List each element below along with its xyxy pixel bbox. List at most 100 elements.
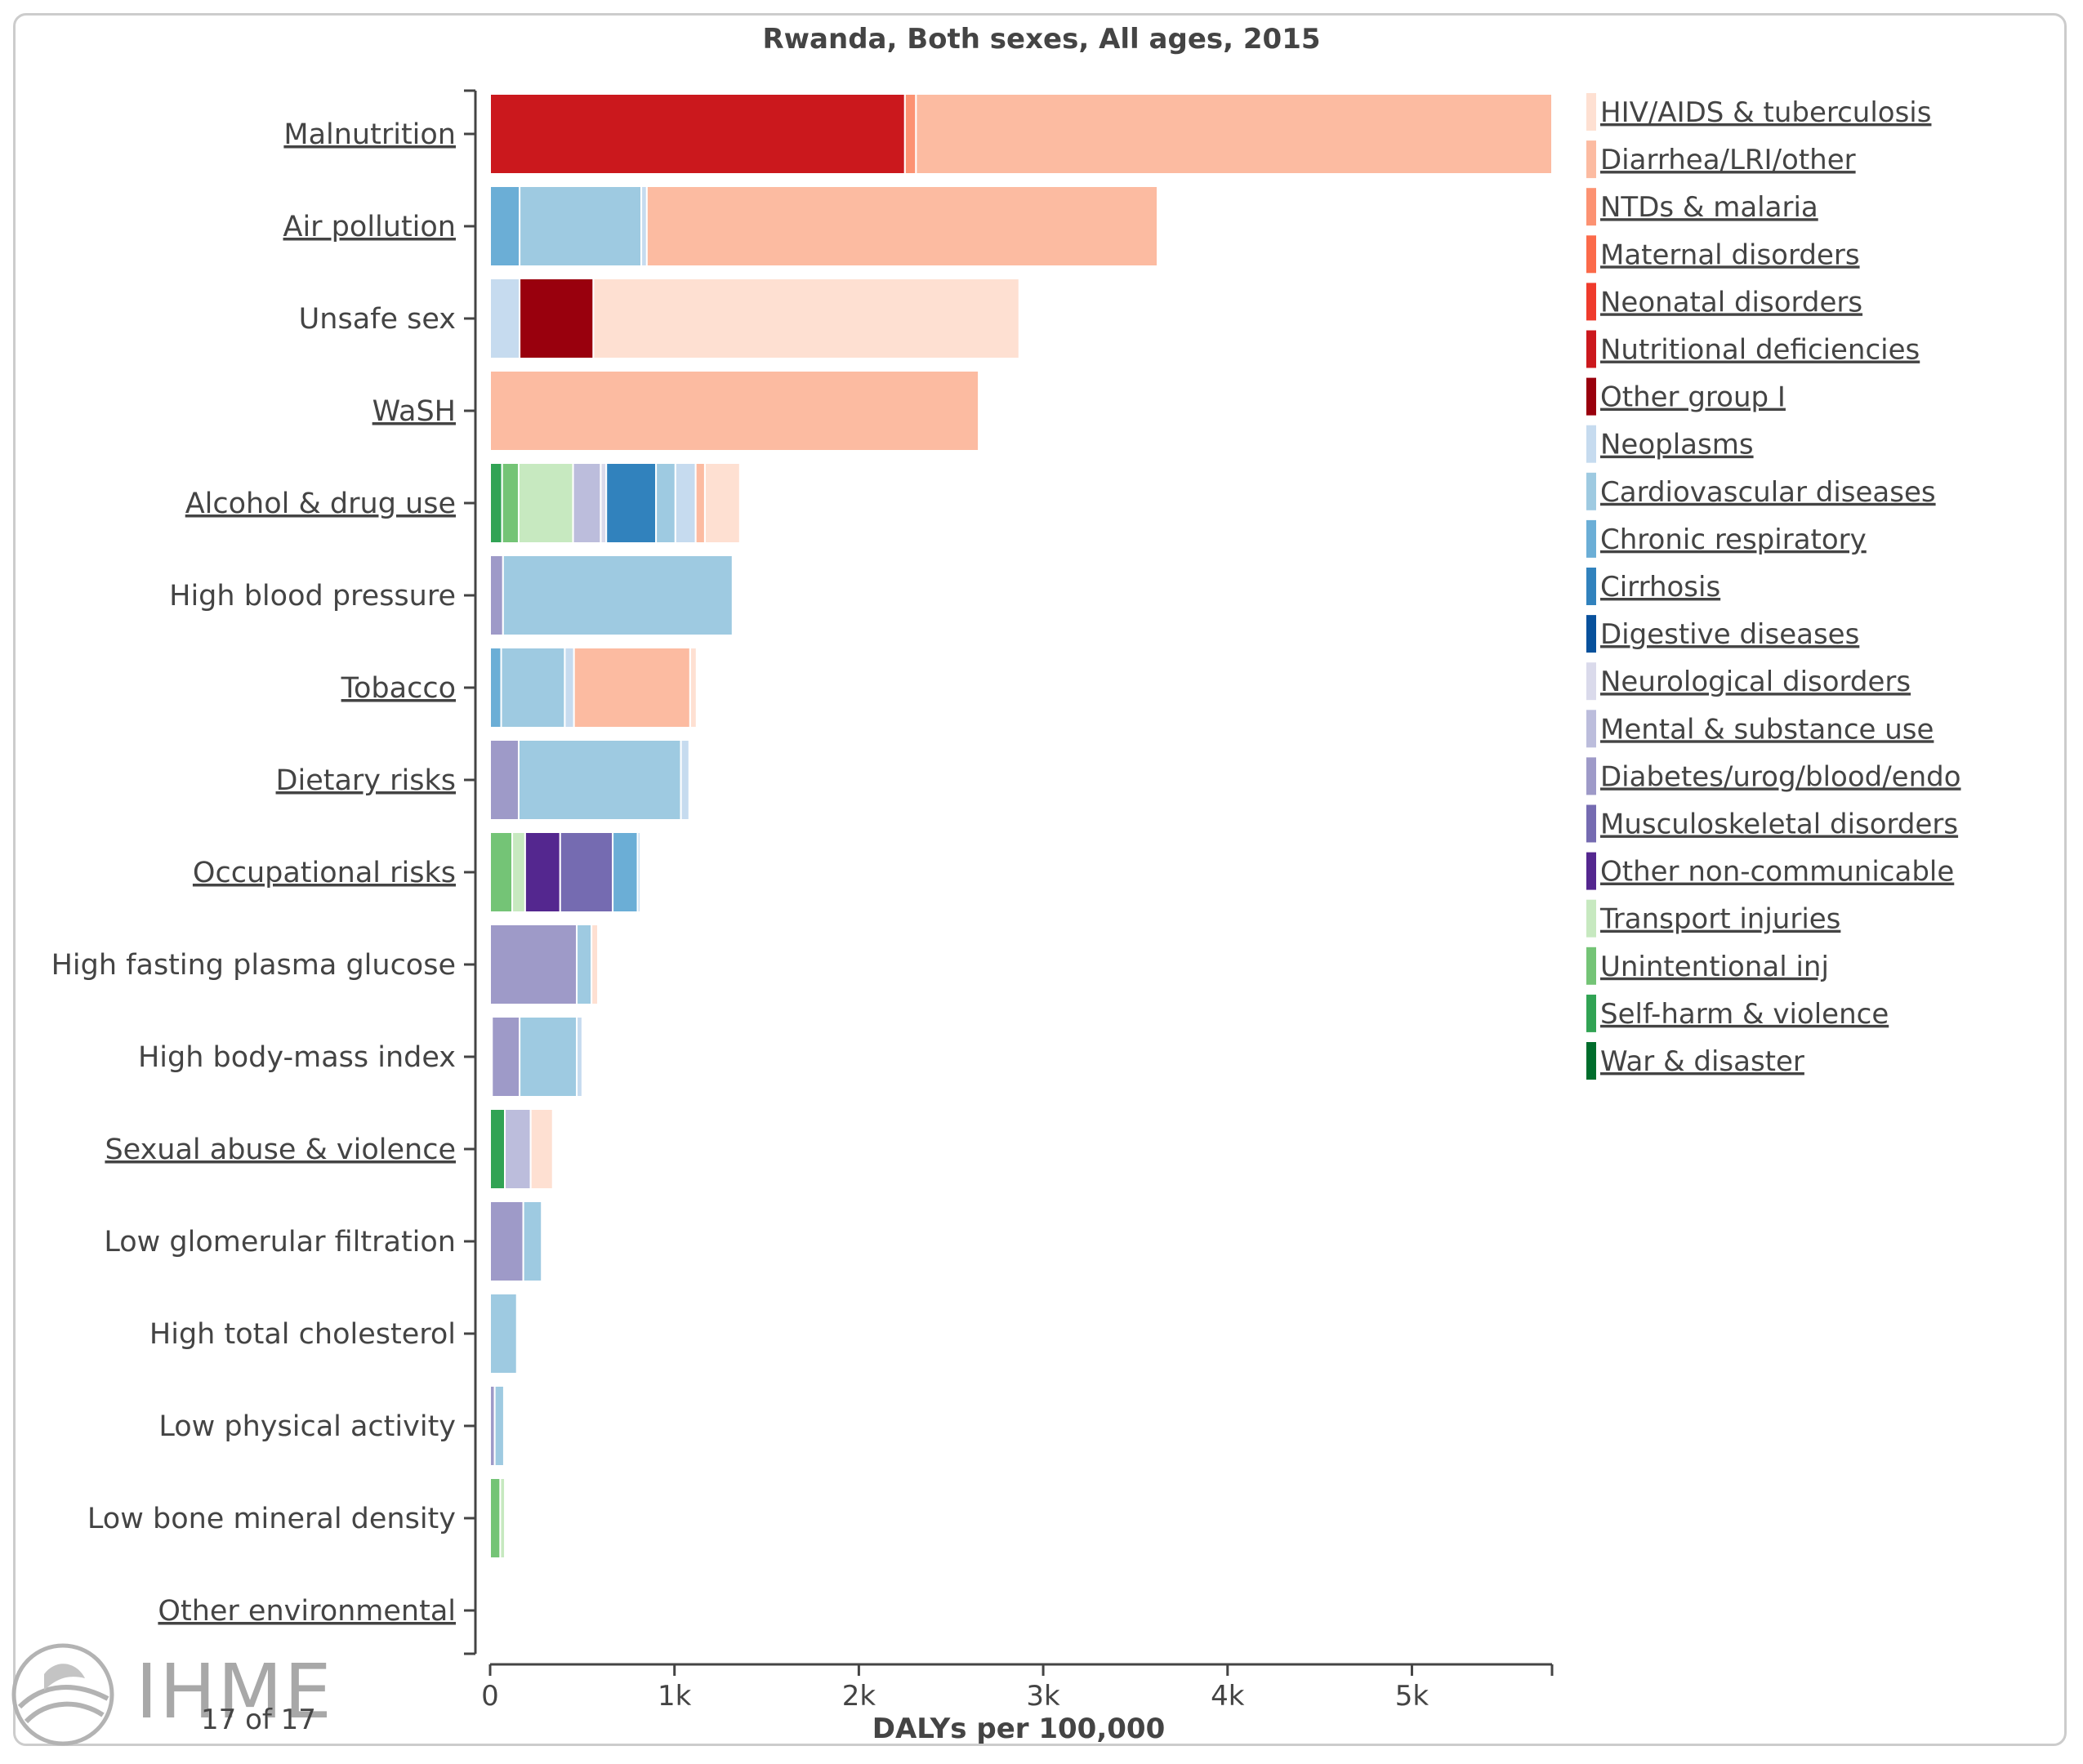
bar-segment-sexual-abuse-violence-mental-substance-use[interactable] <box>504 1108 532 1190</box>
bar-segment-occupational-risks-musculoskeletal-disorders[interactable] <box>559 831 614 913</box>
risk-label-high-fasting-plasma-glucose: High fasting plasma glucose <box>51 949 456 982</box>
legend-item-neonatal-disorders[interactable]: Neonatal disorders <box>1600 286 1862 318</box>
risk-label-wash[interactable]: WaSH <box>372 395 456 428</box>
legend-item-self-harm-violence[interactable]: Self-harm & violence <box>1600 998 1889 1031</box>
legend-item-cirrhosis[interactable]: Cirrhosis <box>1600 571 1720 604</box>
legend-swatch-unintentional-inj <box>1586 947 1596 985</box>
bar-segment-alcohol-drug-use-hiv-aids-tuberculosis[interactable] <box>703 462 741 544</box>
bar-segment-low-bone-mineral-density-unintentional-inj[interactable] <box>489 1477 502 1559</box>
bar-segment-alcohol-drug-use-mental-substance-use[interactable] <box>572 462 602 544</box>
bar-segment-alcohol-drug-use-transport-injuries[interactable] <box>517 462 574 544</box>
bar-segment-unsafe-sex-neoplasms[interactable] <box>489 278 521 359</box>
legend-item-hiv-aids-tuberculosis[interactable]: HIV/AIDS & tuberculosis <box>1600 96 1931 129</box>
risk-label-occupational-risks[interactable]: Occupational risks <box>193 857 456 889</box>
bar-segment-low-bone-mineral-density-transport-injuries[interactable] <box>499 1477 506 1559</box>
bar-segment-air-pollution-neoplasms[interactable] <box>640 185 648 267</box>
legend-item-transport-injuries[interactable]: Transport injuries <box>1599 903 1840 936</box>
bar-segment-high-blood-pressure-diabetes-urog-blood-endo[interactable] <box>489 555 504 636</box>
legend-swatch-nutritional-deficiencies <box>1586 330 1596 368</box>
risk-label-malnutrition[interactable]: Malnutrition <box>283 118 456 151</box>
bar-segment-malnutrition-ntds-malaria[interactable] <box>903 93 917 175</box>
bar-segment-occupational-risks-neoplasms[interactable] <box>636 831 641 913</box>
bar-segment-alcohol-drug-use-diarrhea-lri-other[interactable] <box>694 462 706 544</box>
bar-segment-high-body-mass-index-diabetes-urog-blood-endo[interactable] <box>491 1016 521 1098</box>
risk-label-air-pollution[interactable]: Air pollution <box>283 211 457 243</box>
bar-segment-occupational-risks-unintentional-inj[interactable] <box>489 831 514 913</box>
legend-swatch-ntds-malaria <box>1586 188 1596 226</box>
bar-segment-malnutrition-diarrhea-lri-other[interactable] <box>915 93 1553 175</box>
legend-item-musculoskeletal-disorders[interactable]: Musculoskeletal disorders <box>1600 808 1958 841</box>
legend-swatch-other-non-communicable <box>1586 852 1596 890</box>
bar-segment-alcohol-drug-use-neurological-disorders[interactable] <box>600 462 608 544</box>
bar-segment-dietary-risks-neoplasms[interactable] <box>680 739 690 821</box>
bar-segment-low-physical-activity-cardiovascular-diseases[interactable] <box>493 1385 505 1467</box>
bar-segment-wash-diarrhea-lri-other[interactable] <box>489 370 980 452</box>
legend-item-cardiovascular-diseases[interactable]: Cardiovascular diseases <box>1600 476 1936 509</box>
bar-segment-occupational-risks-other-non-communicable[interactable] <box>524 831 561 913</box>
legend-swatch-cardiovascular-diseases <box>1586 472 1596 510</box>
legend-swatch-diarrhea-lri-other <box>1586 140 1596 179</box>
bar-segment-high-blood-pressure-cardiovascular-diseases[interactable] <box>502 555 734 636</box>
risk-label-sexual-abuse-violence[interactable]: Sexual abuse & violence <box>105 1134 456 1166</box>
bar-segment-high-body-mass-index-neoplasms[interactable] <box>576 1016 583 1098</box>
legend-swatch-chronic-respiratory <box>1586 519 1596 558</box>
bar-segment-high-body-mass-index-cardiovascular-diseases[interactable] <box>519 1016 578 1098</box>
bar-segment-air-pollution-diarrhea-lri-other[interactable] <box>645 185 1159 267</box>
bar-segment-tobacco-cardiovascular-diseases[interactable] <box>500 647 566 728</box>
bar-segment-occupational-risks-chronic-respiratory[interactable] <box>612 831 639 913</box>
risk-label-alcohol-drug-use[interactable]: Alcohol & drug use <box>185 488 456 520</box>
bar-segment-alcohol-drug-use-cirrhosis[interactable] <box>605 462 658 544</box>
legend-item-mental-substance-use[interactable]: Mental & substance use <box>1600 713 1934 746</box>
bar-segment-high-fasting-plasma-glucose-cardiovascular-diseases[interactable] <box>576 924 593 1005</box>
legend-swatch-self-harm-violence <box>1586 994 1596 1032</box>
bar-segment-dietary-risks-diabetes-urog-blood-endo[interactable] <box>489 739 520 821</box>
legend-swatch-hiv-aids-tuberculosis <box>1586 93 1596 131</box>
legend-swatch-mental-substance-use <box>1586 710 1596 748</box>
legend-item-ntds-malaria[interactable]: NTDs & malaria <box>1600 191 1818 224</box>
bar-segment-tobacco-chronic-respiratory[interactable] <box>489 647 502 728</box>
bar-segment-air-pollution-cardiovascular-diseases[interactable] <box>519 185 643 267</box>
bar-segment-occupational-risks-transport-injuries[interactable] <box>511 831 526 913</box>
bar-segment-alcohol-drug-use-neoplasms[interactable] <box>674 462 697 544</box>
legend-item-neurological-disorders[interactable]: Neurological disorders <box>1600 666 1911 698</box>
bar-segment-high-fasting-plasma-glucose-diabetes-urog-blood-endo[interactable] <box>489 924 578 1005</box>
bar-segment-high-fasting-plasma-glucose-hiv-aids-tuberculosis[interactable] <box>591 924 600 1005</box>
risk-label-high-blood-pressure: High blood pressure <box>169 580 456 612</box>
legend-item-digestive-diseases[interactable]: Digestive diseases <box>1600 618 1859 651</box>
page-indicator[interactable]: 17 of 17 <box>201 1704 316 1736</box>
legend-item-war-disaster[interactable]: War & disaster <box>1600 1045 1804 1078</box>
bar-segment-alcohol-drug-use-unintentional-inj[interactable] <box>501 462 520 544</box>
ihme-logo-icon <box>11 1643 114 1746</box>
bar-segment-alcohol-drug-use-self-harm-violence[interactable] <box>489 462 503 544</box>
bar-segment-low-glomerular-filtration-cardiovascular-diseases[interactable] <box>522 1200 543 1282</box>
bar-segment-tobacco-neoplasms[interactable] <box>564 647 575 728</box>
legend-item-unintentional-inj[interactable]: Unintentional inj <box>1600 951 1829 983</box>
legend-item-diabetes-urog-blood-endo[interactable]: Diabetes/urog/blood/endo <box>1600 760 1961 793</box>
legend-item-other-group-i[interactable]: Other group I <box>1600 381 1786 414</box>
legend-item-diarrhea-lri-other[interactable]: Diarrhea/LRI/other <box>1600 144 1856 176</box>
chart-title: Rwanda, Both sexes, All ages, 2015 <box>762 23 1321 56</box>
risk-label-tobacco[interactable]: Tobacco <box>341 672 456 705</box>
legend-item-neoplasms[interactable]: Neoplasms <box>1600 429 1754 461</box>
bar-segment-sexual-abuse-violence-hiv-aids-tuberculosis[interactable] <box>529 1108 554 1190</box>
bar-segment-tobacco-hiv-aids-tuberculosis[interactable] <box>689 647 698 728</box>
bar-segment-high-total-cholesterol-cardiovascular-diseases[interactable] <box>489 1293 518 1374</box>
bar-segment-low-glomerular-filtration-diabetes-urog-blood-endo[interactable] <box>489 1200 524 1282</box>
risk-label-other-environmental[interactable]: Other environmental <box>158 1595 456 1628</box>
bar-segment-dietary-risks-cardiovascular-diseases[interactable] <box>517 739 682 821</box>
legend-item-maternal-disorders[interactable]: Maternal disorders <box>1600 238 1860 271</box>
legend-item-nutritional-deficiencies[interactable]: Nutritional deficiencies <box>1600 334 1920 367</box>
bars-layer <box>489 93 1553 1559</box>
bar-segment-air-pollution-chronic-respiratory[interactable] <box>489 185 521 267</box>
bar-segment-alcohol-drug-use-cardiovascular-diseases[interactable] <box>655 462 676 544</box>
bar-segment-sexual-abuse-violence-self-harm-violence[interactable] <box>489 1108 506 1190</box>
risk-label-dietary-risks[interactable]: Dietary risks <box>276 764 456 797</box>
legend-item-other-non-communicable[interactable]: Other non-communicable <box>1600 856 1954 889</box>
bar-segment-tobacco-diarrhea-lri-other[interactable] <box>573 647 691 728</box>
bar-segment-unsafe-sex-hiv-aids-tuberculosis[interactable] <box>592 278 1020 359</box>
bar-segment-malnutrition-nutritional-deficiencies[interactable] <box>489 93 906 175</box>
bar-segment-unsafe-sex-other-group-i[interactable] <box>519 278 595 359</box>
legend-item-chronic-respiratory[interactable]: Chronic respiratory <box>1600 523 1867 556</box>
risk-label-unsafe-sex: Unsafe sex <box>299 303 456 336</box>
